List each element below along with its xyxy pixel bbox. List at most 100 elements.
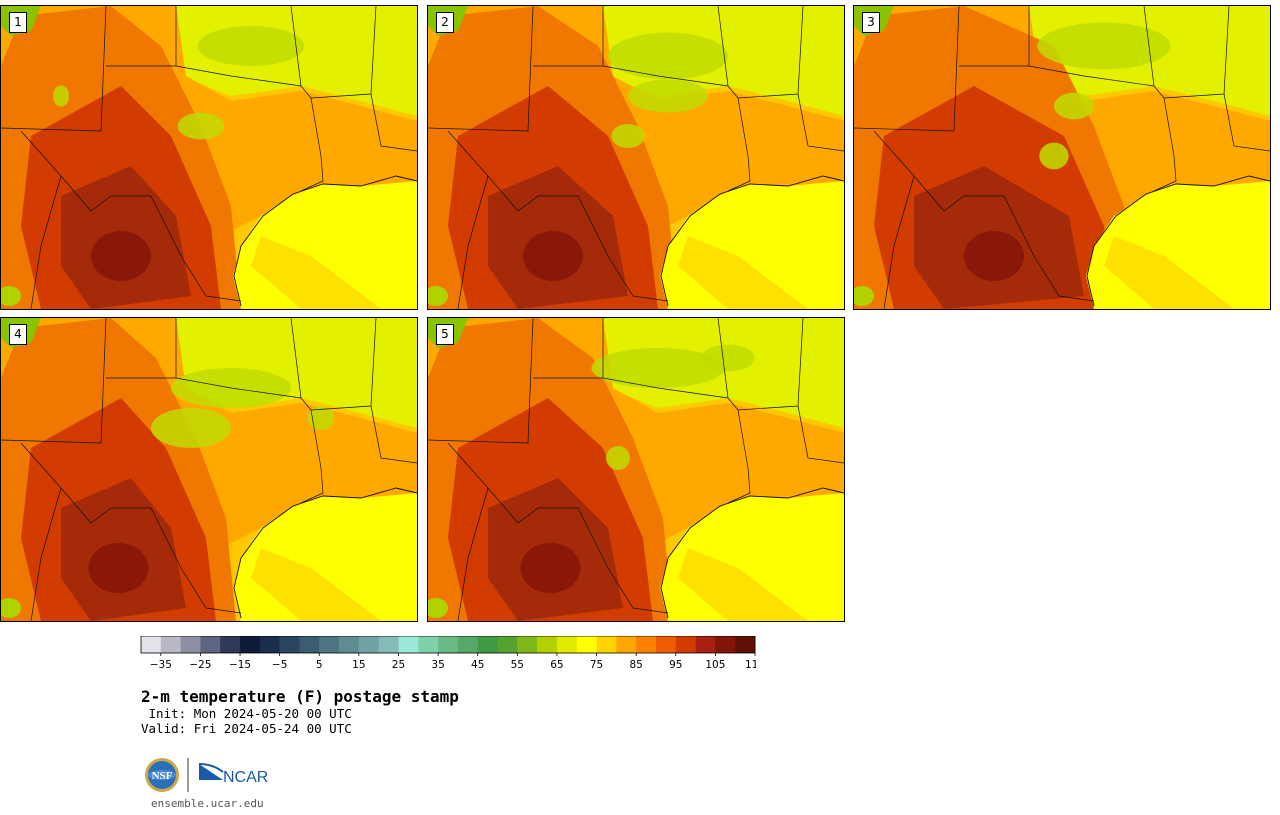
state-border (602, 318, 804, 411)
colorbar-bin (457, 636, 479, 653)
state-border (1, 6, 107, 132)
colorbar-bin (576, 636, 597, 653)
colorbar-tick-label: 35 (431, 659, 444, 671)
state-border (175, 6, 377, 99)
colorbar-tick-label: 5 (316, 659, 323, 671)
colorbar-bin (339, 636, 360, 653)
website-url: ensemble.ucar.edu (151, 797, 264, 810)
colorbar-tick-label: 55 (511, 659, 524, 671)
cool-patch (628, 79, 708, 113)
gulf-shelf (678, 236, 808, 309)
colorbar-bin (497, 636, 518, 653)
cool-patch (177, 112, 225, 140)
colorbar-bin (141, 636, 162, 653)
mexico-state-border (30, 175, 62, 309)
temperature-map-4 (1, 318, 417, 621)
ncar-logo: NCAR (198, 763, 268, 786)
member-panel-1[interactable]: 1 (0, 5, 418, 310)
temperature-colorbar: −35 −25 −15 −5 5 15 25 35 45 55 65 75 85 95 105 115 (140, 636, 756, 671)
nsf-logo: NSF (145, 758, 179, 792)
mountain-patch (854, 286, 874, 306)
extreme-hot-spot (964, 231, 1024, 281)
colorbar-tick-label: 25 (392, 659, 405, 671)
gulf-shelf (251, 548, 381, 621)
coastline (233, 175, 417, 307)
plot-title: 2-m temperature (F) postage stamp (141, 687, 459, 706)
coastline (1086, 175, 1270, 307)
valid-time: Fri 2024-05-24 00 UTC (193, 721, 352, 736)
state-border (797, 93, 844, 152)
init-label: Init: (148, 706, 187, 721)
temperature-map-5 (428, 318, 844, 621)
cool-patch (1037, 22, 1171, 70)
state-border (797, 405, 844, 464)
temperature-map-2 (428, 6, 844, 309)
state-border (290, 6, 302, 87)
colorbar-bin (715, 636, 736, 653)
colorbar-bin (438, 636, 459, 653)
colorbar-bin (655, 636, 677, 653)
extreme-hot-spot (523, 231, 583, 281)
extreme-hot-spot (88, 543, 149, 593)
state-border (300, 97, 324, 192)
state-border (300, 409, 324, 504)
member-panel-5[interactable]: 5 (427, 317, 845, 622)
mountain-patch (428, 286, 448, 306)
colorbar-bin (636, 636, 657, 653)
member-label-2: 2 (436, 12, 454, 33)
colorbar-tick-label: 75 (590, 659, 603, 671)
cool-patch (608, 32, 728, 80)
member-panel-4[interactable]: 4 (0, 317, 418, 622)
member-panel-3[interactable]: 3 (853, 5, 1271, 310)
member-panel-2[interactable]: 2 (427, 5, 845, 310)
extreme-hot-spot (520, 543, 581, 593)
state-border (1, 318, 107, 444)
state-border (290, 318, 302, 399)
state-border (1223, 93, 1270, 152)
border-rio-grande (873, 130, 1095, 302)
extreme-hot-spot (91, 231, 151, 281)
mexico-state-border (457, 175, 489, 309)
state-border (602, 6, 804, 99)
colorbar-bin (537, 636, 558, 653)
member-label-5: 5 (436, 324, 454, 345)
state-border (428, 6, 534, 132)
border-rio-grande (447, 130, 669, 302)
state-border (1153, 97, 1177, 192)
colorbar-bin (735, 636, 756, 653)
colorbar-tick-label: −35 (150, 659, 172, 671)
valid-time-line: Valid: Fri 2024-05-24 00 UTC (141, 721, 352, 736)
colorbar-tick-label: 115 (745, 659, 756, 671)
state-border (717, 318, 729, 399)
coastline (660, 487, 844, 619)
colorbar-bin (517, 636, 538, 653)
temperature-map-1 (1, 6, 417, 309)
member-label-4: 4 (9, 324, 27, 345)
state-border (1028, 6, 1230, 99)
mountain-patch (428, 598, 448, 618)
init-time-line: Init: Mon 2024-05-20 00 UTC (141, 706, 352, 721)
border-rio-grande (447, 442, 669, 614)
colorbar-bin (418, 636, 439, 653)
member-label-3: 3 (862, 12, 880, 33)
cool-patch (151, 408, 231, 448)
cool-patch (591, 348, 725, 388)
sponsor-logos: NSF NCAR (145, 758, 268, 792)
cool-patch (701, 344, 755, 372)
colorbar-tick-label: 65 (550, 659, 563, 671)
colorbar-bin (616, 636, 637, 653)
colorbar-tick-label: −25 (189, 659, 211, 671)
mexico-state-border (457, 487, 489, 621)
colorbar-tick-label: 45 (471, 659, 484, 671)
colorbar-bin (319, 636, 340, 653)
cool-patch (307, 406, 335, 430)
colorbar-tick-label: 15 (352, 659, 365, 671)
colorbar-bin (358, 636, 379, 653)
colorbar-bin (675, 636, 696, 653)
colorbar-bin (556, 636, 578, 653)
cool-patch (606, 446, 630, 470)
colorbar-tick-label: −5 (272, 659, 287, 671)
init-time: Mon 2024-05-20 00 UTC (193, 706, 352, 721)
coastline (660, 175, 844, 307)
colorbar-tick-label: 105 (705, 659, 725, 671)
